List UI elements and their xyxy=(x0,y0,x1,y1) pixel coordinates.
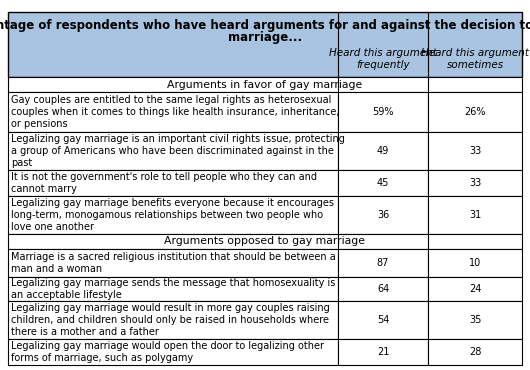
Text: Legalizing gay marriage benefits everyone because it encourages
long-term, monog: Legalizing gay marriage benefits everyon… xyxy=(11,198,334,232)
Bar xyxy=(428,339,522,365)
Text: Legalizing gay marriage would open the door to legalizing other
forms of marriag: Legalizing gay marriage would open the d… xyxy=(11,341,324,363)
Text: It is not the government's role to tell people who they can and
cannot marry: It is not the government's role to tell … xyxy=(11,172,317,194)
Bar xyxy=(8,339,338,365)
Bar xyxy=(338,301,428,339)
Text: marriage...: marriage... xyxy=(228,31,302,44)
Bar xyxy=(428,132,522,170)
Bar xyxy=(428,277,522,301)
Text: 54: 54 xyxy=(377,315,389,325)
Bar xyxy=(8,277,338,301)
Text: 64: 64 xyxy=(377,284,389,294)
Bar xyxy=(338,249,428,277)
Text: 33: 33 xyxy=(469,178,481,188)
Text: Legalizing gay marriage is an important civil rights issue, protecting
a group o: Legalizing gay marriage is an important … xyxy=(11,134,345,168)
Bar xyxy=(8,196,338,234)
Bar xyxy=(8,77,522,92)
Bar xyxy=(338,196,428,234)
Bar xyxy=(8,12,522,77)
Bar xyxy=(8,234,522,249)
Bar xyxy=(338,277,428,301)
Bar xyxy=(8,301,338,339)
Bar xyxy=(8,249,338,277)
Text: 87: 87 xyxy=(377,258,389,268)
Text: Legalizing gay marriage would result in more gay couples raising
children, and c: Legalizing gay marriage would result in … xyxy=(11,303,330,337)
Bar xyxy=(8,170,338,196)
Bar xyxy=(428,249,522,277)
Text: Arguments in favor of gay marriage: Arguments in favor of gay marriage xyxy=(167,80,363,90)
Text: The percentage of respondents who have heard arguments for and against the decis: The percentage of respondents who have h… xyxy=(0,20,530,33)
Text: 45: 45 xyxy=(377,178,389,188)
Text: 31: 31 xyxy=(469,210,481,220)
Bar xyxy=(428,196,522,234)
Bar xyxy=(338,92,428,132)
Text: Arguments opposed to gay marriage: Arguments opposed to gay marriage xyxy=(164,236,366,246)
Text: 24: 24 xyxy=(469,284,481,294)
Text: 10: 10 xyxy=(469,258,481,268)
Text: 59%: 59% xyxy=(372,107,394,117)
Bar xyxy=(8,92,338,132)
Bar xyxy=(428,92,522,132)
Text: Heard this argument
sometimes: Heard this argument sometimes xyxy=(421,48,529,70)
Bar xyxy=(428,301,522,339)
Text: 21: 21 xyxy=(377,347,389,357)
Text: 35: 35 xyxy=(469,315,481,325)
Bar xyxy=(338,170,428,196)
Bar xyxy=(428,170,522,196)
Bar xyxy=(8,132,338,170)
Text: 33: 33 xyxy=(469,146,481,156)
Text: Gay couples are entitled to the same legal rights as heterosexual
couples when i: Gay couples are entitled to the same leg… xyxy=(11,95,340,130)
Bar xyxy=(338,132,428,170)
Text: 36: 36 xyxy=(377,210,389,220)
Text: Legalizing gay marriage sends the message that homosexuality is
an acceptable li: Legalizing gay marriage sends the messag… xyxy=(11,278,335,300)
Bar xyxy=(338,339,428,365)
Text: 26%: 26% xyxy=(464,107,486,117)
Text: Heard this argument
frequently: Heard this argument frequently xyxy=(329,48,437,70)
Text: 28: 28 xyxy=(469,347,481,357)
Text: Marriage is a sacred religious institution that should be between a
man and a wo: Marriage is a sacred religious instituti… xyxy=(11,252,335,274)
Text: 49: 49 xyxy=(377,146,389,156)
